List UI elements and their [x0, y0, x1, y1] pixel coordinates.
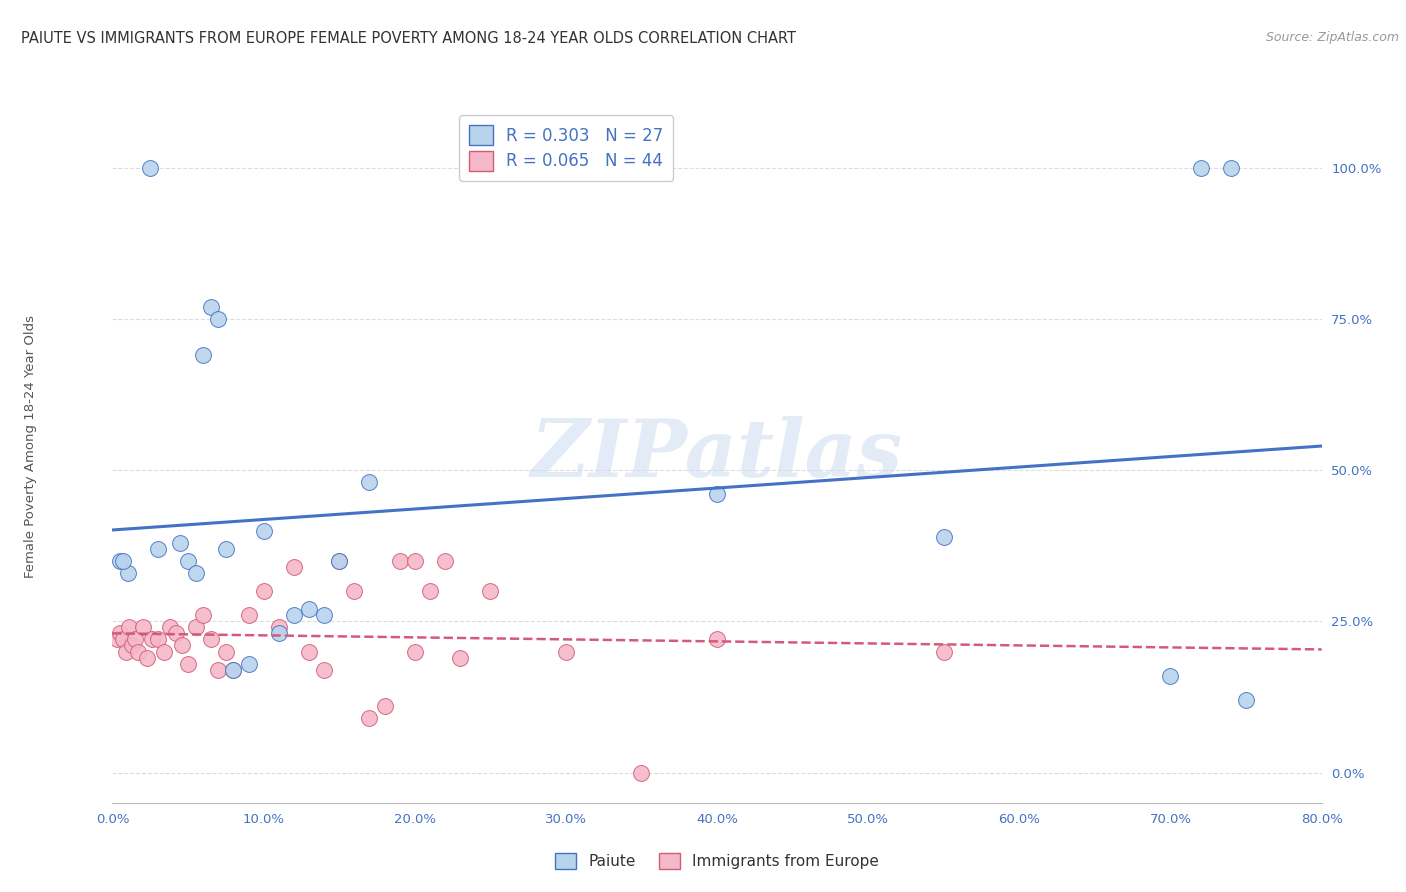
- Point: [314, 663, 336, 677]
- Point: [1234, 693, 1257, 707]
- Point: [706, 487, 728, 501]
- Point: [184, 566, 207, 580]
- Point: [139, 161, 162, 175]
- Point: [238, 608, 260, 623]
- Point: [222, 663, 245, 677]
- Point: [153, 644, 176, 658]
- Point: [184, 620, 207, 634]
- Point: [479, 584, 502, 599]
- Point: [328, 554, 350, 568]
- Point: [554, 644, 576, 658]
- Point: [112, 554, 135, 568]
- Point: [200, 632, 222, 647]
- Point: [388, 554, 411, 568]
- Point: [115, 644, 138, 658]
- Point: [238, 657, 260, 671]
- Point: [630, 765, 652, 780]
- Point: [298, 644, 321, 658]
- Point: [283, 608, 305, 623]
- Point: [108, 554, 131, 568]
- Point: [141, 632, 163, 647]
- Point: [118, 620, 141, 634]
- Point: [207, 663, 229, 677]
- Point: [253, 524, 276, 538]
- Point: [108, 626, 131, 640]
- Point: [136, 650, 159, 665]
- Point: [121, 639, 143, 653]
- Point: [191, 348, 215, 362]
- Point: [117, 566, 139, 580]
- Point: [1159, 669, 1181, 683]
- Point: [207, 311, 229, 326]
- Text: PAIUTE VS IMMIGRANTS FROM EUROPE FEMALE POVERTY AMONG 18-24 YEAR OLDS CORRELATIO: PAIUTE VS IMMIGRANTS FROM EUROPE FEMALE …: [21, 31, 796, 46]
- Point: [283, 559, 305, 574]
- Point: [419, 584, 441, 599]
- Point: [159, 620, 181, 634]
- Text: Female Poverty Among 18-24 Year Olds: Female Poverty Among 18-24 Year Olds: [24, 315, 38, 577]
- Point: [1220, 161, 1243, 175]
- Point: [359, 475, 381, 490]
- Point: [267, 620, 290, 634]
- Point: [706, 632, 728, 647]
- Text: ZIPatlas: ZIPatlas: [531, 417, 903, 493]
- Point: [359, 711, 381, 725]
- Point: [170, 639, 193, 653]
- Point: [215, 644, 238, 658]
- Point: [169, 535, 191, 549]
- Point: [165, 626, 187, 640]
- Point: [449, 650, 471, 665]
- Point: [112, 632, 135, 647]
- Point: [215, 541, 238, 556]
- Point: [191, 608, 215, 623]
- Point: [374, 698, 396, 713]
- Point: [932, 530, 955, 544]
- Point: [343, 584, 366, 599]
- Point: [434, 554, 457, 568]
- Point: [132, 620, 155, 634]
- Point: [124, 632, 146, 647]
- Point: [200, 300, 222, 314]
- Point: [253, 584, 276, 599]
- Point: [328, 554, 350, 568]
- Point: [177, 554, 200, 568]
- Point: [222, 663, 245, 677]
- Point: [314, 608, 336, 623]
- Text: Source: ZipAtlas.com: Source: ZipAtlas.com: [1265, 31, 1399, 45]
- Legend: Paiute, Immigrants from Europe: Paiute, Immigrants from Europe: [548, 847, 886, 875]
- Point: [298, 602, 321, 616]
- Point: [267, 626, 290, 640]
- Point: [127, 644, 149, 658]
- Point: [146, 541, 169, 556]
- Point: [932, 644, 955, 658]
- Point: [404, 644, 426, 658]
- Point: [1189, 161, 1212, 175]
- Point: [105, 632, 128, 647]
- Point: [177, 657, 200, 671]
- Point: [404, 554, 426, 568]
- Point: [146, 632, 169, 647]
